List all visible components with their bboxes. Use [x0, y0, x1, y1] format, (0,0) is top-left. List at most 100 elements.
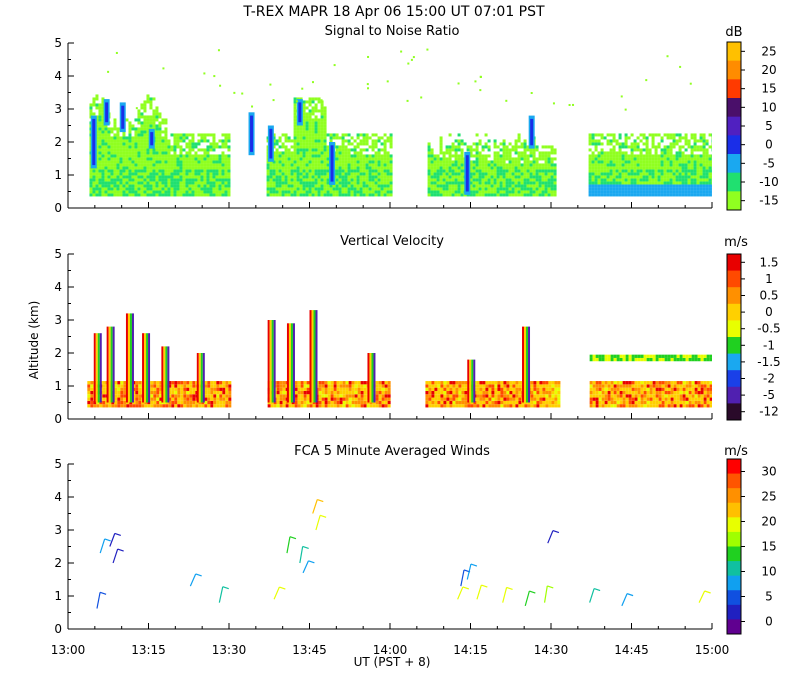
snr-cell [173, 190, 177, 194]
snr-cell [490, 163, 494, 167]
snr-cell [146, 145, 150, 149]
colorbar-swatch [727, 154, 741, 174]
snr-cell [107, 145, 111, 149]
snr-cell [194, 193, 198, 197]
snr-cell [636, 154, 640, 158]
velocity-cell [297, 384, 301, 388]
snr-cell [451, 163, 455, 167]
snr-cell [669, 151, 673, 155]
velocity-cell [443, 400, 447, 405]
snr-cell [101, 136, 105, 140]
snr-cell [356, 163, 360, 167]
snr-cell [356, 160, 360, 164]
velocity-cell [667, 390, 671, 395]
snr-cell [197, 166, 201, 170]
snr-cell [209, 175, 213, 179]
snr-cell [209, 181, 213, 185]
snr-cell [173, 139, 177, 143]
snr-cell [311, 139, 315, 143]
snr-cell [532, 193, 536, 197]
snr-cell [101, 172, 105, 176]
snr-cell [639, 148, 643, 152]
velocity-cell [222, 384, 226, 388]
snr-cell [654, 181, 658, 185]
snr-cell [451, 178, 455, 182]
snr-cell [164, 178, 168, 182]
snr-cell [672, 172, 676, 176]
snr-cell [146, 139, 150, 143]
snr-cell [344, 133, 348, 137]
snr-cell [107, 130, 111, 134]
velocity-cell [228, 387, 232, 391]
snr-cell [224, 178, 228, 182]
snr-cell [323, 157, 327, 161]
snr-cell [368, 169, 372, 173]
velocity-cell [204, 404, 208, 408]
snr-cell [149, 169, 153, 173]
snr-cell [466, 193, 470, 197]
snr-cell [98, 175, 102, 179]
snr-cell [678, 187, 682, 191]
snr-cell [311, 130, 315, 134]
snr-cell [311, 187, 315, 191]
velocity-cell [643, 384, 647, 388]
snr-cell [642, 175, 646, 179]
snr-cell [645, 151, 649, 155]
velocity-cell [192, 394, 196, 398]
snr-cell [95, 94, 99, 98]
snr-cell [386, 178, 390, 182]
velocity-cell [345, 387, 349, 391]
snr-cell [371, 142, 375, 146]
snr-cell [101, 118, 105, 122]
snr-cell [448, 175, 452, 179]
snr-cell [338, 166, 342, 170]
velocity-cell [171, 390, 175, 395]
snr-cell [266, 193, 270, 197]
snr-cell [454, 187, 458, 191]
snr-cell [591, 151, 595, 155]
snr-cell [526, 193, 530, 197]
snr-cell [630, 175, 634, 179]
snr-cell [454, 154, 458, 158]
velocity-cell [503, 390, 507, 395]
snr-cell [451, 166, 455, 170]
snr-cell [675, 133, 679, 137]
snr-cell [445, 148, 449, 152]
velocity-cell [488, 390, 492, 395]
velocity-cell [494, 384, 498, 388]
snr-cell [119, 190, 123, 194]
snr-cell [350, 172, 354, 176]
snr-cell [532, 181, 536, 185]
velocity-cell [219, 404, 223, 408]
velocity-cell [207, 397, 211, 401]
snr-cell [143, 106, 147, 110]
snr-cell [317, 178, 321, 182]
snr-cell [442, 178, 446, 182]
velocity-cell [210, 384, 214, 388]
velocity-cell [90, 400, 94, 405]
snr-cell [678, 157, 682, 161]
snr-cell [128, 175, 132, 179]
velocity-cell [598, 387, 602, 391]
snr-cell [137, 130, 141, 134]
snr-cell [603, 172, 607, 176]
snr-cell [359, 154, 363, 158]
snr-cell [678, 163, 682, 167]
snr-cell [362, 172, 366, 176]
snr-cell [591, 157, 595, 161]
snr-cell [642, 148, 646, 152]
snr-cell [296, 142, 300, 146]
snr-cell [284, 136, 288, 140]
snr-cell [535, 193, 539, 197]
velocity-cell [554, 384, 558, 388]
snr-cell [311, 151, 315, 155]
snr-cell [167, 163, 171, 167]
snr-cell [128, 157, 132, 161]
snr-cell [173, 136, 177, 140]
velocity-cell [156, 400, 160, 405]
snr-cell [517, 139, 521, 143]
snr-cell [690, 157, 694, 161]
velocity-cell [225, 384, 229, 388]
snr-cell [541, 178, 545, 182]
snr-cell [687, 154, 691, 158]
